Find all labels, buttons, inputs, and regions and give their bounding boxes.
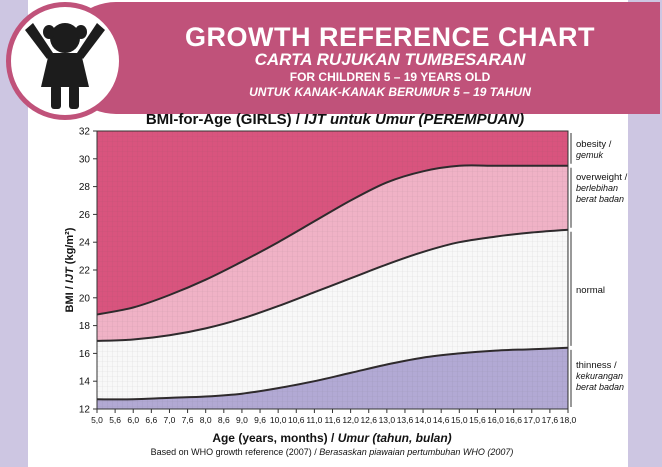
x-tick-label: 10,0: [270, 415, 287, 425]
x-tick-label: 5,6: [109, 415, 121, 425]
y-axis-label-unit: (kg/m²): [64, 227, 76, 267]
header-subtitle-malay: UNTUK KANAK-KANAK BERUMUR 5 – 19 TAHUN: [249, 85, 531, 99]
x-tick-label: 9,6: [254, 415, 266, 425]
x-tick-label: 14,0: [415, 415, 432, 425]
curve-upper: [97, 164, 568, 316]
x-tick-label: 9,0: [236, 415, 248, 425]
y-axis: 12 14 16 18 20 22 24 26 28 30 32: [79, 127, 97, 416]
x-tick-label: 7,6: [182, 415, 194, 425]
y-tick-label: 22: [79, 266, 91, 277]
chart-title: BMI-for-Age (GIRLS) / IJT untuk Umur (PE…: [146, 111, 524, 128]
y-tick-label: 26: [79, 210, 91, 221]
grid: [97, 131, 568, 409]
y-tick-label: 12: [79, 405, 91, 416]
x-tick-label: 6,6: [145, 415, 157, 425]
x-tick-label: 6,0: [127, 415, 139, 425]
y-tick-label: 20: [79, 293, 91, 304]
x-axis-label-ms: Umur (tahun, bulan): [338, 431, 452, 445]
zone-label-thinness: thinness /: [576, 360, 617, 371]
zone-label-overweight: berat badan: [576, 194, 624, 204]
x-tick-label: 8,0: [200, 415, 212, 425]
x-tick-label: 16,0: [487, 415, 504, 425]
zone-label-overweight: berlebihan: [576, 183, 618, 193]
y-tick-label: 28: [79, 182, 91, 193]
x-tick-label: 17,0: [523, 415, 540, 425]
x-tick-label: 14,6: [433, 415, 450, 425]
zone-label-overweight: overweight /: [576, 172, 628, 183]
x-axis: 5,0 5,6 6,0 6,6 7,0 7,6 8,0 8,6 9,0 9,6 10,0 10,6 11…: [91, 409, 577, 425]
source-note: Based on WHO growth reference (2007) / B…: [151, 447, 514, 457]
y-tick-label: 30: [79, 154, 91, 165]
y-tick-label: 14: [79, 377, 91, 388]
x-tick-label: 11,6: [325, 415, 341, 425]
header-title-malay: CARTA RUJUKAN TUMBESARAN: [254, 50, 526, 69]
x-tick-label: 15,0: [451, 415, 468, 425]
x-tick-label: 8,6: [218, 415, 230, 425]
y-axis-label-en: BMI /: [64, 283, 76, 312]
source-note-en: Based on WHO growth reference (2007) /: [151, 447, 320, 457]
y-tick-label: 24: [79, 238, 91, 249]
y-tick-label: 16: [79, 349, 91, 360]
chart-title-en: BMI-for-Age (GIRLS) /: [146, 111, 304, 128]
zone-label-thinness: berat badan: [576, 382, 624, 392]
chart-title-ms: IJT untuk Umur (PEREMPUAN): [304, 111, 524, 128]
y-tick-label: 18: [79, 321, 91, 332]
x-tick-label: 5,0: [91, 415, 103, 425]
curve-lower: [97, 346, 568, 401]
curve-middle: [97, 228, 568, 342]
zone-label-thinness: kekurangan: [576, 371, 623, 381]
zone-label-obesity: obesity /: [576, 139, 612, 150]
zone-label-normal: normal: [576, 285, 605, 296]
x-tick-label: 13,6: [397, 415, 414, 425]
x-tick-label: 7,0: [164, 415, 176, 425]
y-axis-label-ms: IJT: [64, 266, 76, 283]
x-tick-label: 11,0: [306, 415, 322, 425]
girl-icon: [25, 23, 105, 109]
x-tick-label: 18,0: [560, 415, 577, 425]
x-tick-label: 17,6: [542, 415, 559, 425]
x-tick-label: 15,6: [469, 415, 486, 425]
x-axis-label-en: Age (years, months) /: [212, 431, 337, 445]
x-axis-label: Age (years, months) / Umur (tahun, bulan…: [212, 431, 451, 445]
x-tick-label: 13,0: [379, 415, 396, 425]
x-tick-label: 10,6: [288, 415, 305, 425]
y-axis-label: BMI / IJT (kg/m²): [64, 227, 76, 312]
x-tick-label: 12,6: [360, 415, 377, 425]
y-tick-label: 32: [79, 127, 91, 138]
x-tick-label: 12,0: [342, 415, 359, 425]
zone-label-obesity: gemuk: [576, 150, 604, 160]
source-note-ms: Berasaskan piawaian pertumbuhan WHO (200…: [319, 447, 513, 457]
header-title: GROWTH REFERENCE CHART: [185, 22, 595, 52]
header-banner: [60, 2, 660, 114]
logo-badge: [6, 2, 124, 120]
header-subtitle: FOR CHILDREN 5 – 19 YEARS OLD: [289, 70, 491, 84]
x-tick-label: 16,6: [505, 415, 522, 425]
